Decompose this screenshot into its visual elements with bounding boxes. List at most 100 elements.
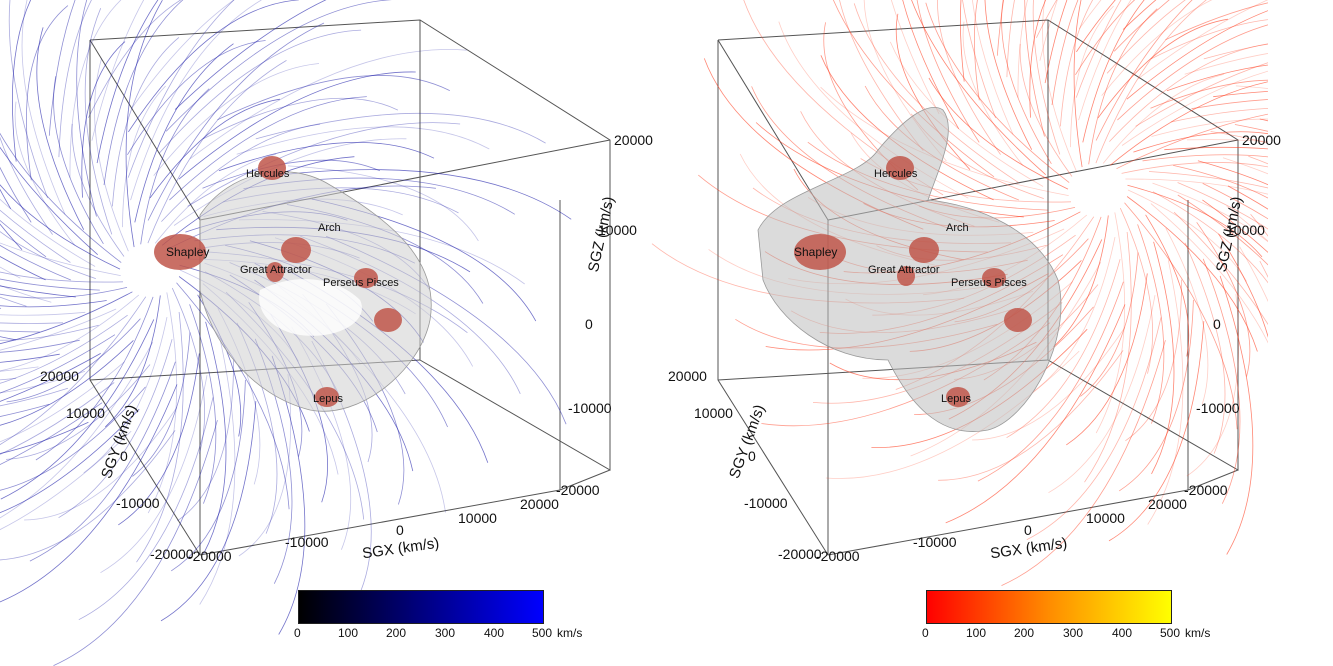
flow-line xyxy=(128,0,299,133)
colorbar-tick: 500 xyxy=(1160,626,1181,640)
flow-line xyxy=(105,295,161,428)
flow-line xyxy=(1019,43,1073,177)
flow-line xyxy=(1121,70,1268,146)
flow-line xyxy=(0,308,117,351)
flow-line xyxy=(1082,0,1145,143)
flow-line xyxy=(0,421,89,454)
flow-line xyxy=(1148,171,1268,189)
flow-line xyxy=(0,198,96,267)
flow-line xyxy=(984,0,1033,150)
flow-line xyxy=(1219,275,1254,555)
left-density-peaks xyxy=(154,156,402,407)
flow-line xyxy=(1186,294,1240,477)
flow-line xyxy=(153,63,320,176)
flow-line xyxy=(960,0,965,82)
flow-line xyxy=(1095,212,1126,434)
right-colorbar xyxy=(926,590,1172,624)
flow-line xyxy=(1142,154,1268,162)
sgy-tick: -20000 xyxy=(150,546,194,562)
flow-line xyxy=(84,8,113,235)
flow-line xyxy=(1101,0,1213,96)
sgy-tick: 0 xyxy=(748,448,756,464)
flow-line xyxy=(1039,0,1058,61)
left-isosurface xyxy=(199,171,432,412)
sgx-tick: -10000 xyxy=(913,534,957,550)
flow-line xyxy=(1042,0,1077,172)
flow-line xyxy=(971,0,1014,135)
flow-line xyxy=(1017,0,1028,98)
flow-line xyxy=(1001,0,1052,165)
sgz-tick: 10000 xyxy=(598,222,637,238)
flow-line xyxy=(0,430,176,561)
flow-line xyxy=(1006,0,1015,78)
flow-line xyxy=(937,0,1001,155)
flow-line xyxy=(69,0,122,178)
colorbar-tick: 200 xyxy=(386,626,407,640)
flow-line xyxy=(127,40,266,156)
flow-line xyxy=(1151,241,1175,475)
flow-line xyxy=(1066,273,1148,446)
flow-line xyxy=(0,402,103,465)
sgx-tick: 10000 xyxy=(1086,510,1125,526)
sgy-tick: 10000 xyxy=(66,405,105,421)
flow-line xyxy=(165,0,393,132)
flow-line xyxy=(1125,178,1268,195)
colorbar-tick: 200 xyxy=(1014,626,1035,640)
label-shapley: Shapley xyxy=(166,245,210,259)
right-density-peaks xyxy=(794,156,1032,407)
sgx-tick: -10000 xyxy=(285,534,329,550)
flow-line xyxy=(147,60,287,244)
flow-line xyxy=(173,138,407,226)
flow-line xyxy=(1108,321,1205,542)
label-perseus-pisces: Perseus Pisces xyxy=(323,277,399,289)
sgz-tick: 0 xyxy=(585,316,593,332)
flow-line xyxy=(136,311,184,563)
flow-line xyxy=(1036,0,1058,38)
flow-line xyxy=(0,340,134,426)
flow-line xyxy=(977,281,1124,482)
sgx-tick: 10000 xyxy=(458,510,497,526)
sgy-tick: -10000 xyxy=(744,495,788,511)
sgx-tick: 0 xyxy=(1024,522,1032,538)
flow-line xyxy=(1186,139,1268,142)
sgy-tick: -20000 xyxy=(778,546,822,562)
flow-line xyxy=(1095,0,1193,141)
right-flow-figure xyxy=(651,0,1268,586)
flow-line xyxy=(1109,43,1268,142)
flow-line xyxy=(158,29,362,154)
flow-line xyxy=(925,2,1070,183)
colorbar-tick: 100 xyxy=(966,626,987,640)
flow-line xyxy=(945,304,1126,524)
flow-line xyxy=(171,287,206,454)
flow-line xyxy=(122,85,166,228)
flow-line xyxy=(1173,211,1268,326)
flow-line xyxy=(0,146,98,255)
flow-line xyxy=(1259,260,1268,278)
flow-line xyxy=(125,0,163,248)
flow-line xyxy=(1075,0,1122,98)
sgy-tick: 20000 xyxy=(668,368,707,384)
sgz-tick: -20000 xyxy=(1184,482,1228,498)
flow-line xyxy=(1070,5,1114,148)
flow-line xyxy=(0,353,60,363)
flow-line xyxy=(100,375,208,574)
sgz-tick: -10000 xyxy=(1196,400,1240,416)
flow-line xyxy=(1150,203,1268,344)
flow-line xyxy=(1137,0,1268,80)
sgy-tick: 10000 xyxy=(694,405,733,421)
flow-line xyxy=(1102,73,1224,164)
colorbar-tick: 300 xyxy=(435,626,456,640)
flow-line xyxy=(217,75,450,121)
flow-line xyxy=(1133,131,1268,153)
flow-line xyxy=(1152,182,1268,243)
flow-line xyxy=(0,353,101,402)
flow-line xyxy=(1203,43,1268,60)
flow-line xyxy=(5,364,151,460)
flow-line xyxy=(177,359,235,522)
flow-line xyxy=(1226,205,1268,242)
sgz-tick: 20000 xyxy=(614,132,653,148)
flow-line xyxy=(825,350,1080,479)
flow-line xyxy=(287,165,479,242)
flow-line xyxy=(91,0,145,141)
flow-line xyxy=(0,339,80,353)
